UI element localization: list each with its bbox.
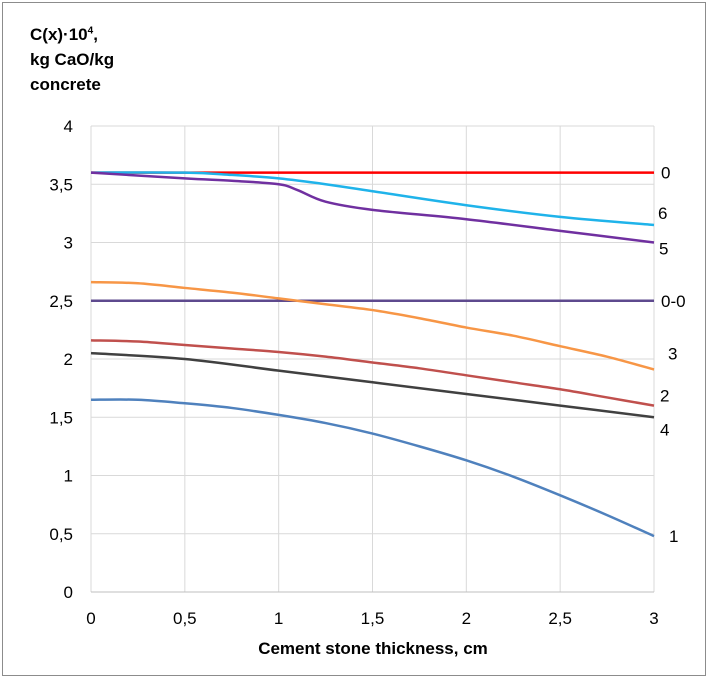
- series-label-4: 4: [660, 420, 669, 439]
- series-line-2: [90, 339, 655, 407]
- x-tick-label: 0,5: [173, 609, 197, 628]
- series-label-5: 5: [659, 240, 668, 259]
- x-tick-label: 1,5: [361, 609, 385, 628]
- grid-lines: [90, 125, 655, 593]
- y-tick-label: 3: [64, 234, 73, 253]
- y-axis-title-line3: concrete: [30, 75, 101, 94]
- y-tick-label: 0: [64, 583, 73, 602]
- x-tick-label: 1: [274, 609, 283, 628]
- x-axis-title: Cement stone thickness, cm: [258, 639, 488, 658]
- x-tick-label: 2,5: [548, 609, 572, 628]
- x-tick-labels: 0 0,5 1 1,5 2 2,5 3: [86, 609, 658, 628]
- series-label-1: 1: [669, 527, 678, 546]
- y-tick-label: 3,5: [49, 175, 73, 194]
- y-tick-label: 2: [64, 350, 73, 369]
- y-tick-label: 0,5: [49, 525, 73, 544]
- y-axis-title: C(x)·104, kg CaO/kg concrete: [30, 22, 114, 97]
- y-tick-label: 1: [64, 467, 73, 486]
- y-tick-labels: 0 0,5 1 1,5 2 2,5 3 3,5 4: [49, 117, 73, 602]
- y-axis-title-line1: C(x)·10: [30, 25, 88, 44]
- y-axis-title-line2: kg CaO/kg: [30, 50, 115, 69]
- series-label-0-0: 0-0: [661, 292, 686, 311]
- series-label-3: 3: [668, 344, 677, 363]
- series-label-6: 6: [658, 204, 667, 223]
- x-tick-label: 3: [649, 609, 658, 628]
- y-axis-title-exponent: 4: [87, 25, 94, 37]
- series-label-0: 0: [661, 164, 670, 183]
- series-line-4: [90, 351, 655, 419]
- y-tick-label: 4: [64, 117, 73, 136]
- series-lines: [90, 171, 655, 538]
- y-axis-title-comma: ,: [93, 25, 98, 44]
- x-tick-label: 2: [462, 609, 471, 628]
- series-line-1: [90, 398, 655, 538]
- y-tick-label: 1,5: [49, 408, 73, 427]
- y-tick-label: 2,5: [49, 292, 73, 311]
- series-line-5: [90, 171, 655, 244]
- x-tick-label: 0: [86, 609, 95, 628]
- series-line-6: [90, 171, 655, 227]
- series-line-3: [90, 280, 655, 371]
- series-label-2: 2: [660, 387, 669, 406]
- series-labels: 0 6 5 0-0 3 2 4 1: [658, 164, 686, 546]
